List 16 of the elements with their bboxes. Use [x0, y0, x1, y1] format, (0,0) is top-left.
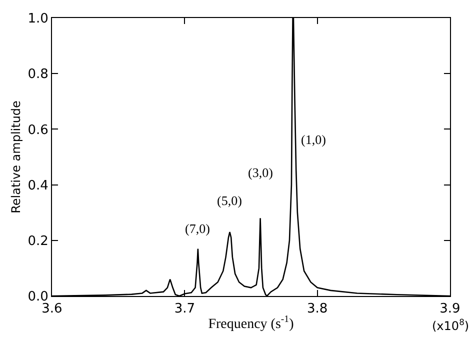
y-tick-label: 1.0 [28, 12, 48, 27]
text: (x10$^{8}$) [432, 317, 470, 334]
annotation: (5,0) [217, 193, 242, 208]
y-tick-label: 0.8 [28, 67, 48, 82]
x-tick-label: 3.6 [42, 302, 62, 317]
x-tick-label: 3.8 [306, 302, 328, 317]
annotation: (1,0) [301, 132, 326, 147]
x-axis-title: Frequency (s$^{-1}$) [208, 314, 294, 332]
annotation: (7,0) [185, 221, 210, 236]
y-tick-label: 0.4 [28, 178, 48, 194]
y-tick-label: 0.6 [28, 122, 48, 138]
x-tick-label: 3.9 [440, 302, 460, 317]
y-axis-title: Relative amplitude [9, 100, 24, 214]
x-tick-label: 3.7 [174, 302, 196, 317]
annotation: (3,0) [248, 165, 273, 180]
y-tick-label: 0.2 [28, 234, 48, 249]
